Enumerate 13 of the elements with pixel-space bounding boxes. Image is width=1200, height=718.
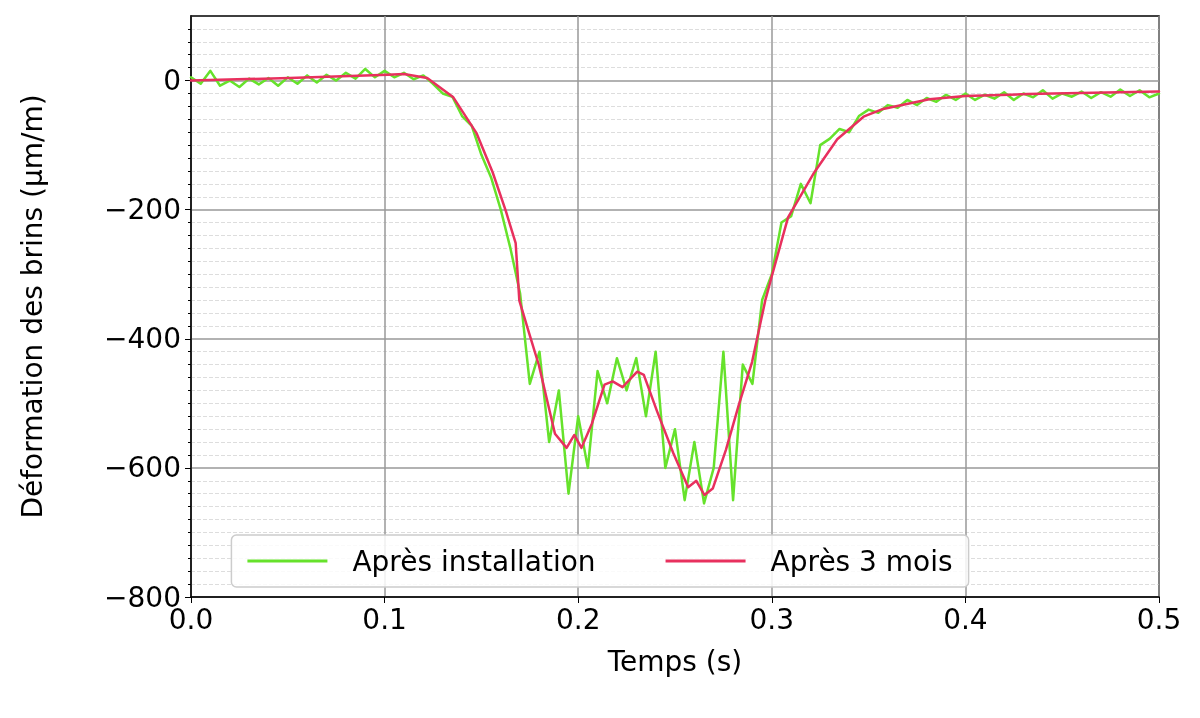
y-tick-label: −200: [104, 193, 181, 227]
y-tick-label: 0: [163, 64, 181, 98]
y-axis-title: Déformation des brins (µm/m): [15, 94, 49, 519]
x-tick-label: 0.1: [362, 602, 407, 636]
legend-label: Après installation: [352, 544, 596, 578]
x-tick-label: 0.4: [943, 602, 988, 636]
x-tick-label: 0.2: [555, 602, 601, 636]
x-tick-label: 0.3: [749, 602, 795, 636]
x-tick-label: 0.5: [1136, 602, 1182, 636]
x-axis-title: Temps (s): [606, 644, 743, 678]
y-tick-label: −600: [104, 451, 181, 485]
y-tick-label: −400: [104, 322, 181, 356]
legend-label: Après 3 mois: [770, 544, 953, 578]
